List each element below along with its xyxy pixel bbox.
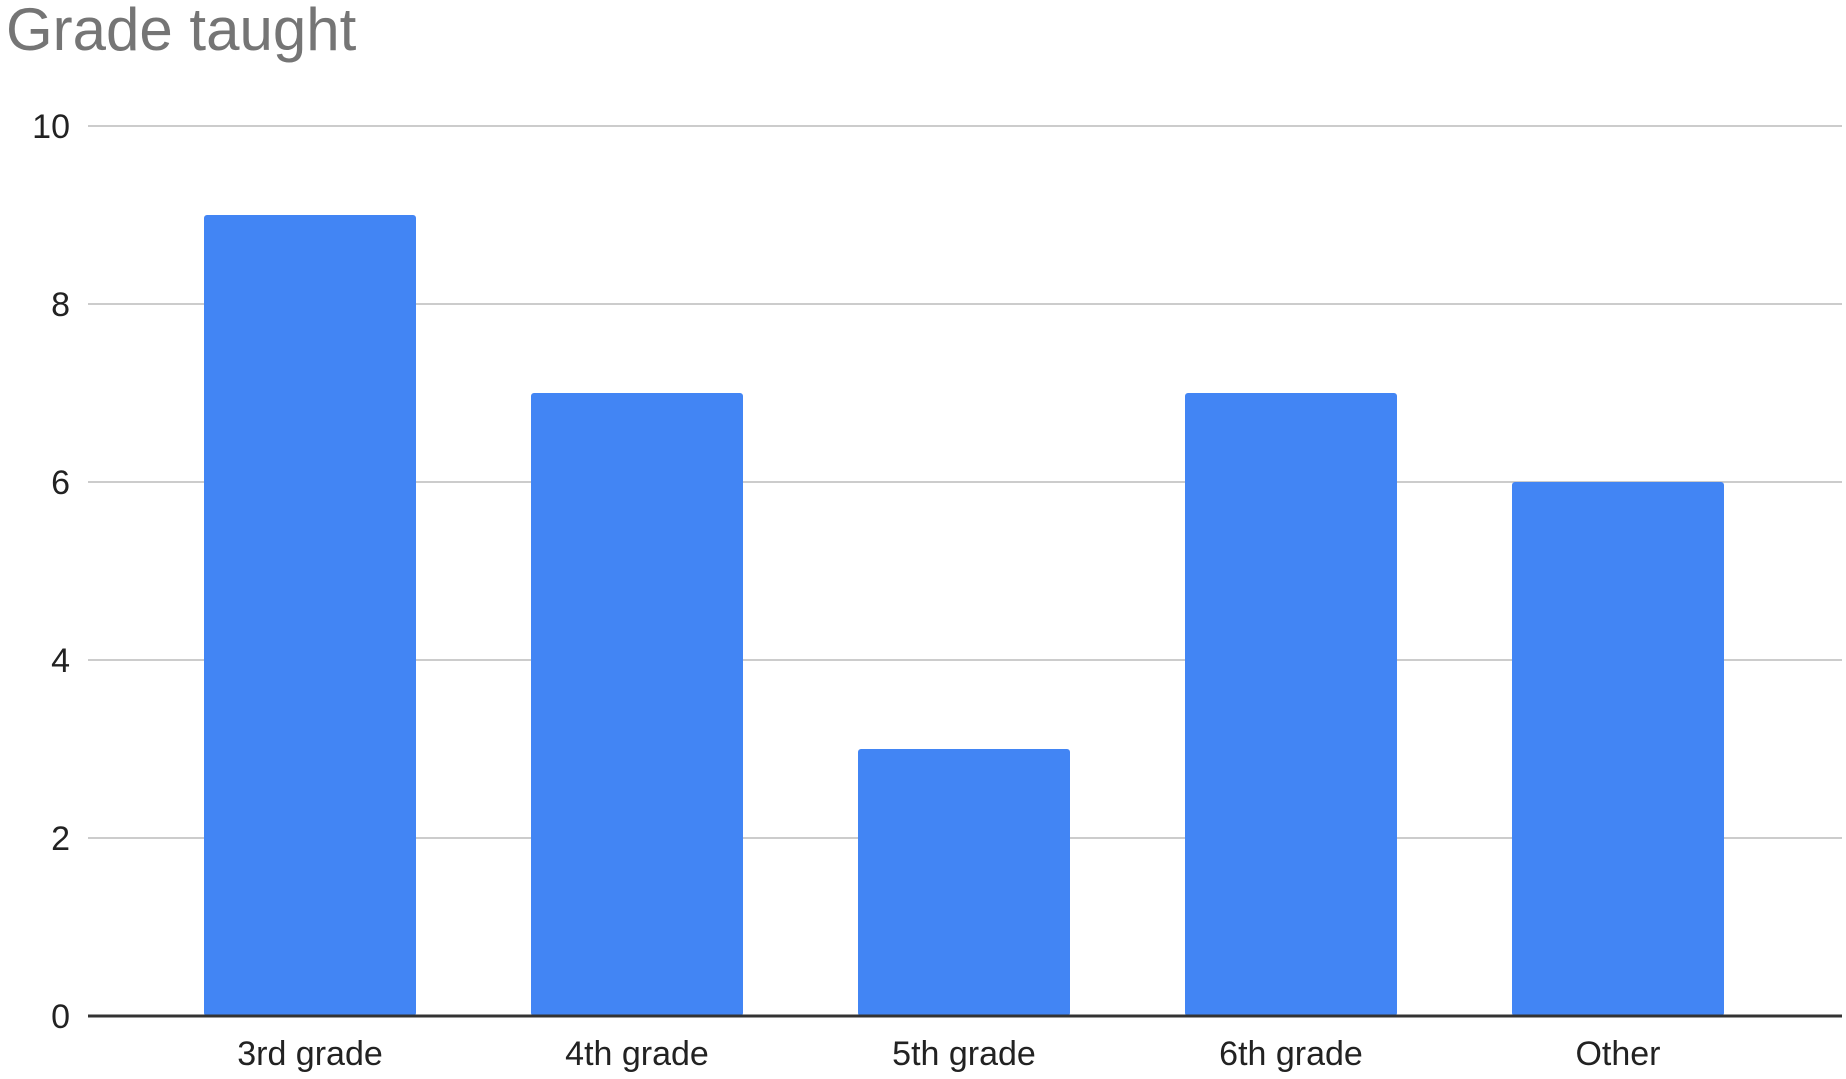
x-tick-label: 4th grade	[565, 1035, 709, 1073]
bar	[531, 393, 743, 1016]
x-tick-label: 6th grade	[1219, 1035, 1363, 1073]
x-tick-label: Other	[1575, 1035, 1660, 1073]
chart-title: Grade taught	[6, 0, 357, 63]
y-tick-label: 8	[51, 286, 70, 324]
bar	[1185, 393, 1397, 1016]
bar	[1512, 482, 1724, 1016]
x-tick-label: 5th grade	[892, 1035, 1036, 1073]
bar	[204, 215, 416, 1016]
y-tick-label: 6	[51, 464, 70, 502]
bar	[858, 749, 1070, 1016]
x-tick-label: 3rd grade	[237, 1035, 383, 1073]
y-tick-label: 0	[51, 998, 70, 1036]
y-tick-label: 10	[32, 108, 70, 146]
y-axis-ticks: 0 2 4 6 8 10	[32, 108, 70, 1036]
bars	[204, 215, 1724, 1016]
x-axis-ticks: 3rd grade 4th grade 5th grade 6th grade Othe…	[237, 1035, 1660, 1073]
y-tick-label: 2	[51, 820, 70, 858]
y-tick-label: 4	[51, 642, 70, 680]
